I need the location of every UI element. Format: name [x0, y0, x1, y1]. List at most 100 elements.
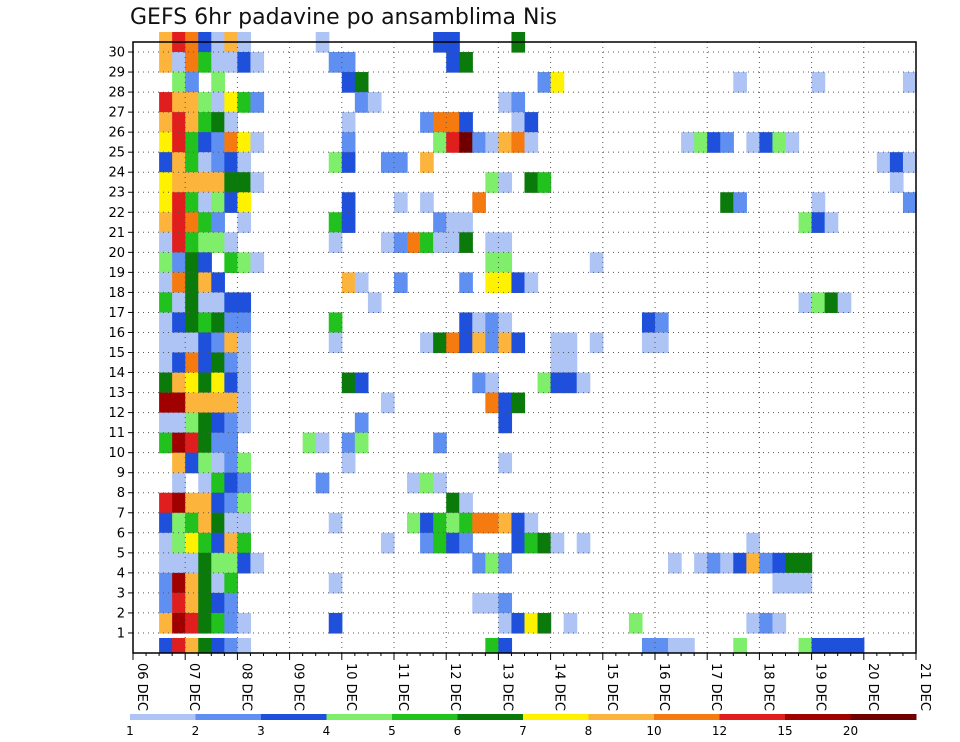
heatmap-cell — [185, 172, 199, 193]
x-tick-label: 09 DEC — [291, 663, 306, 711]
heatmap-cell — [563, 372, 578, 394]
y-tick-label: 2 — [117, 606, 125, 621]
heatmap-cell — [224, 472, 238, 494]
heatmap-cells — [159, 31, 917, 653]
heatmap-cell — [172, 132, 186, 153]
y-tick-label: 13 — [108, 386, 125, 401]
y-tick-label: 30 — [108, 46, 125, 61]
heatmap-cell — [420, 532, 434, 554]
heatmap-cell — [485, 132, 499, 153]
heatmap-cell — [185, 392, 199, 414]
heatmap-cell — [498, 132, 513, 153]
x-tick-label: 19 DEC — [813, 663, 828, 711]
heatmap-cell — [733, 72, 747, 93]
heatmap-cell — [733, 192, 747, 213]
heatmap-cell — [837, 292, 852, 314]
heatmap-cell — [485, 232, 499, 253]
heatmap-cell — [237, 552, 252, 574]
heatmap-cell — [785, 552, 800, 574]
y-tick-label: 4 — [117, 566, 125, 581]
heatmap-cell — [485, 512, 499, 534]
heatmap-cell — [211, 352, 225, 374]
heatmap-cell — [198, 332, 212, 354]
heatmap-cell — [237, 292, 252, 314]
heatmap-cell — [459, 492, 473, 514]
heatmap-cell — [172, 637, 186, 653]
heatmap-cell — [733, 637, 747, 653]
heatmap-cell — [211, 552, 225, 574]
heatmap-cell — [772, 132, 787, 153]
heatmap-cell — [185, 332, 199, 354]
heatmap-cell — [224, 312, 238, 334]
heatmap-cell — [550, 72, 565, 93]
heatmap-cell — [694, 552, 708, 574]
heatmap-cell — [420, 112, 434, 133]
colorbar-segment — [392, 714, 458, 720]
heatmap-cell — [224, 252, 238, 273]
heatmap-cell — [433, 512, 447, 534]
heatmap-cell — [198, 292, 212, 314]
heatmap-cell — [211, 532, 225, 554]
heatmap-cell — [354, 372, 369, 394]
heatmap-cell — [550, 352, 565, 374]
heatmap-cell — [237, 132, 252, 153]
heatmap-cell — [811, 192, 826, 213]
heatmap-cell — [537, 372, 552, 394]
heatmap-cell — [198, 172, 212, 193]
heatmap-cell — [681, 637, 695, 653]
heatmap-cell — [420, 332, 434, 354]
heatmap-cell — [237, 332, 252, 354]
heatmap-cell — [446, 332, 460, 354]
heatmap-cell — [668, 637, 682, 653]
colorbar-label: 8 — [585, 724, 593, 738]
heatmap-cell — [198, 272, 212, 294]
heatmap-cell — [224, 392, 238, 414]
heatmap-cell — [198, 532, 212, 554]
y-tick-label: 8 — [117, 486, 125, 501]
heatmap-cell — [524, 532, 539, 554]
heatmap-cell — [224, 532, 238, 554]
heatmap-cell — [198, 512, 212, 534]
heatmap-cell — [876, 152, 891, 173]
heatmap-cell — [172, 492, 186, 514]
heatmap-cell — [198, 92, 212, 113]
heatmap-cell — [446, 212, 460, 233]
heatmap-cell — [224, 512, 238, 534]
heatmap-cell — [459, 332, 473, 354]
x-tick-label: 06 DEC — [134, 663, 149, 711]
heatmap-cell — [224, 192, 238, 213]
grid-lines — [133, 42, 916, 653]
heatmap-cell — [302, 432, 317, 454]
heatmap-cell — [224, 612, 238, 634]
heatmap-cell — [250, 552, 265, 574]
heatmap-cell — [798, 212, 813, 233]
heatmap-cell — [198, 492, 212, 514]
chart-title: GEFS 6hr padavine po ansamblima Nis — [130, 5, 557, 30]
heatmap-cell — [524, 512, 539, 534]
heatmap-cell — [185, 552, 199, 574]
heatmap-cell — [159, 552, 173, 574]
y-tick-label: 28 — [108, 86, 125, 101]
heatmap-cell — [407, 512, 421, 534]
heatmap-cell — [511, 332, 526, 354]
heatmap-cell — [185, 312, 199, 334]
heatmap-cell — [472, 512, 486, 534]
heatmap-cell — [198, 612, 212, 634]
heatmap-cell — [407, 472, 421, 494]
heatmap-cell — [902, 152, 917, 173]
y-tick-label: 1 — [117, 626, 125, 641]
heatmap-cell — [159, 512, 173, 534]
heatmap-cell — [172, 352, 186, 374]
heatmap-cell — [550, 532, 565, 554]
heatmap-cell — [433, 232, 447, 253]
heatmap-cell — [198, 452, 212, 474]
heatmap-cell — [237, 152, 252, 173]
colorbar-segment — [719, 714, 786, 720]
heatmap-cell — [237, 612, 252, 634]
heatmap-cell — [511, 512, 526, 534]
heatmap-cell — [211, 637, 225, 653]
heatmap-cell — [485, 312, 499, 334]
heatmap-cell — [655, 637, 669, 653]
heatmap-cell — [198, 212, 212, 233]
heatmap-cell — [172, 532, 186, 554]
